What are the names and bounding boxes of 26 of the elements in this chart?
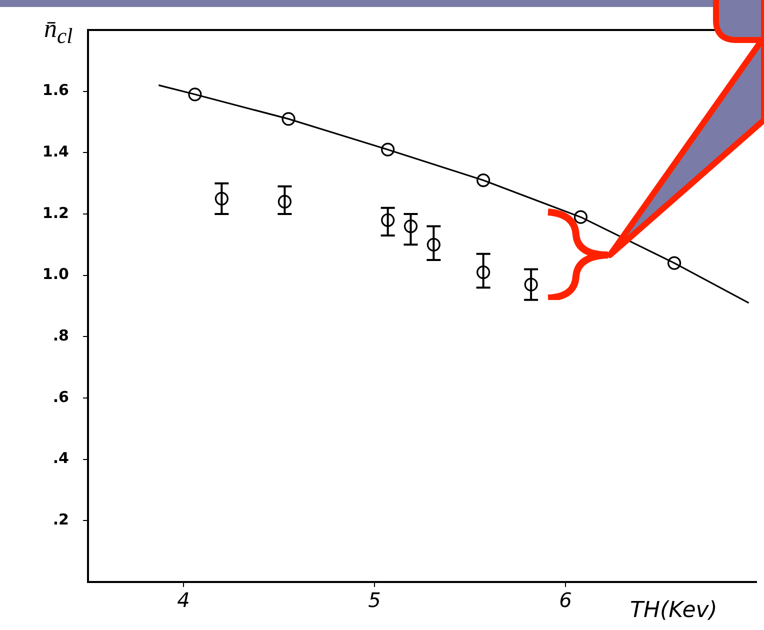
point [476,265,490,280]
y-tick-label: 1.4 [42,142,69,161]
point [214,192,228,206]
x-tick-label: 6 [559,588,572,612]
point [667,256,682,270]
y-tick-label: 1.6 [42,81,69,100]
point [524,278,538,292]
x-tick-label: 4 [177,588,190,612]
x-tick-label: 5 [368,588,381,612]
y-tick-label: 1.2 [42,204,69,222]
point [381,142,395,156]
point [278,194,292,209]
point [188,88,202,102]
y-tick-label: .8 [52,326,69,345]
x-axis-title: TH(Kev) [630,598,718,623]
point [404,219,418,234]
y-tick-label: .2 [52,510,69,529]
point [574,210,588,224]
point [476,173,490,188]
y-axis-title: n̄$_{cl}$ [44,14,73,50]
y-tick-label: .4 [52,449,69,468]
y-tick-label: 1.0 [42,265,69,284]
point [381,213,395,227]
point [282,112,296,126]
y-tick-label: .6 [52,388,69,406]
point [426,238,440,252]
